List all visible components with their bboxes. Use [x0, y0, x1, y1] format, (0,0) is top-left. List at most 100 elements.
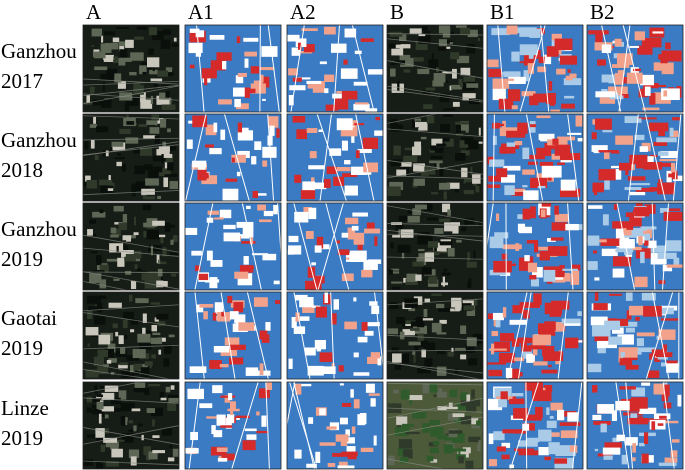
tile-patch	[312, 275, 325, 284]
tile-patch	[588, 30, 609, 35]
tile-road	[387, 128, 483, 138]
tile-patch	[403, 69, 411, 73]
tile-patch	[503, 71, 521, 78]
tile-patch	[477, 444, 481, 452]
tile-patch	[366, 222, 375, 232]
tile-patch	[150, 337, 163, 344]
tile-patch	[475, 185, 480, 193]
tile-patch	[468, 436, 481, 443]
tile-patch	[523, 414, 542, 421]
tile-patch	[163, 358, 170, 367]
tile-patch	[96, 394, 103, 397]
tile-patch	[131, 187, 136, 197]
tile-patch	[641, 37, 662, 48]
tile-patch	[538, 429, 552, 442]
tile-border	[386, 291, 484, 380]
tile-patch	[400, 161, 412, 167]
tile-patch	[407, 215, 420, 223]
tile-patch	[446, 406, 458, 410]
tile-patch	[413, 57, 424, 62]
tile-patch	[463, 305, 475, 311]
tile-patch	[390, 124, 404, 132]
tile-patch	[244, 51, 258, 57]
image-tile	[185, 114, 281, 201]
tile-road	[267, 114, 275, 201]
tile-patch	[91, 334, 105, 337]
tile-patch	[98, 413, 102, 424]
tile-patch	[83, 181, 87, 187]
tile-patch	[211, 425, 216, 435]
tile-patch	[497, 123, 505, 127]
tile-patch	[158, 167, 171, 177]
tile-patch	[223, 224, 236, 230]
tile-patch	[625, 169, 629, 176]
tile-patch	[104, 43, 115, 48]
tile-patch	[601, 89, 608, 93]
tile-patch	[530, 206, 536, 219]
image-tile	[587, 292, 683, 379]
tile-patch	[195, 52, 201, 57]
tile-patch	[213, 430, 223, 438]
tile-patch	[303, 207, 312, 214]
tile-road	[387, 458, 446, 469]
tile-patch	[140, 367, 150, 377]
tile-patch	[612, 256, 632, 267]
tile-road	[387, 38, 483, 49]
tile-patch	[518, 440, 538, 447]
tile-patch	[131, 183, 143, 191]
tile-patch	[104, 31, 116, 36]
tile-patch	[390, 159, 402, 167]
tile-patch	[368, 393, 380, 396]
tile-patch	[598, 169, 616, 181]
tile-patch	[443, 191, 447, 200]
tile-patch	[256, 411, 260, 416]
tile-patch	[110, 234, 119, 238]
tile-patch	[267, 116, 279, 128]
tile-patch	[496, 168, 508, 178]
tile-road	[387, 397, 483, 419]
tile-patch	[649, 353, 653, 360]
tile-patch	[556, 162, 565, 165]
tile-patch	[397, 244, 411, 253]
tile-patch	[666, 363, 679, 373]
tile-patch	[465, 344, 475, 353]
tile-patch	[296, 77, 311, 80]
tile-patch	[99, 279, 107, 289]
tile-patch	[543, 269, 556, 282]
tile-patch	[448, 430, 463, 434]
tile-patch	[151, 354, 156, 359]
tile-patch	[250, 83, 266, 94]
tile-patch	[89, 219, 97, 224]
tile-patch	[466, 337, 477, 347]
tile-patch	[602, 447, 621, 455]
tile-patch	[118, 364, 128, 369]
tile-patch	[229, 401, 236, 411]
tile-patch	[365, 383, 375, 393]
tile-road	[387, 229, 483, 242]
row-label: 2019	[1, 426, 43, 450]
tile-patch	[628, 406, 640, 412]
tile-patch	[249, 237, 254, 245]
tile-patch	[390, 119, 398, 130]
tile-patch	[538, 56, 546, 64]
tile-patch	[360, 447, 374, 453]
tile-patch	[476, 420, 481, 426]
tile-patch	[658, 280, 666, 284]
tile-patch	[391, 347, 399, 353]
tile-patch	[472, 333, 483, 344]
tile-patch	[461, 167, 468, 178]
tile-patch	[658, 151, 669, 156]
tile-patch	[159, 261, 167, 265]
tile-patch	[604, 320, 621, 331]
tile-road	[525, 382, 528, 469]
tile-patch	[624, 116, 638, 124]
tile-patch	[460, 67, 471, 76]
tile-patch	[442, 108, 456, 111]
tile-patch	[553, 277, 564, 280]
row-label: 2019	[1, 247, 43, 271]
tile-patch	[353, 297, 357, 302]
tile-patch	[561, 103, 575, 109]
tile-patch	[122, 214, 128, 225]
tile-patch	[529, 256, 534, 267]
tile-patch	[149, 27, 158, 36]
